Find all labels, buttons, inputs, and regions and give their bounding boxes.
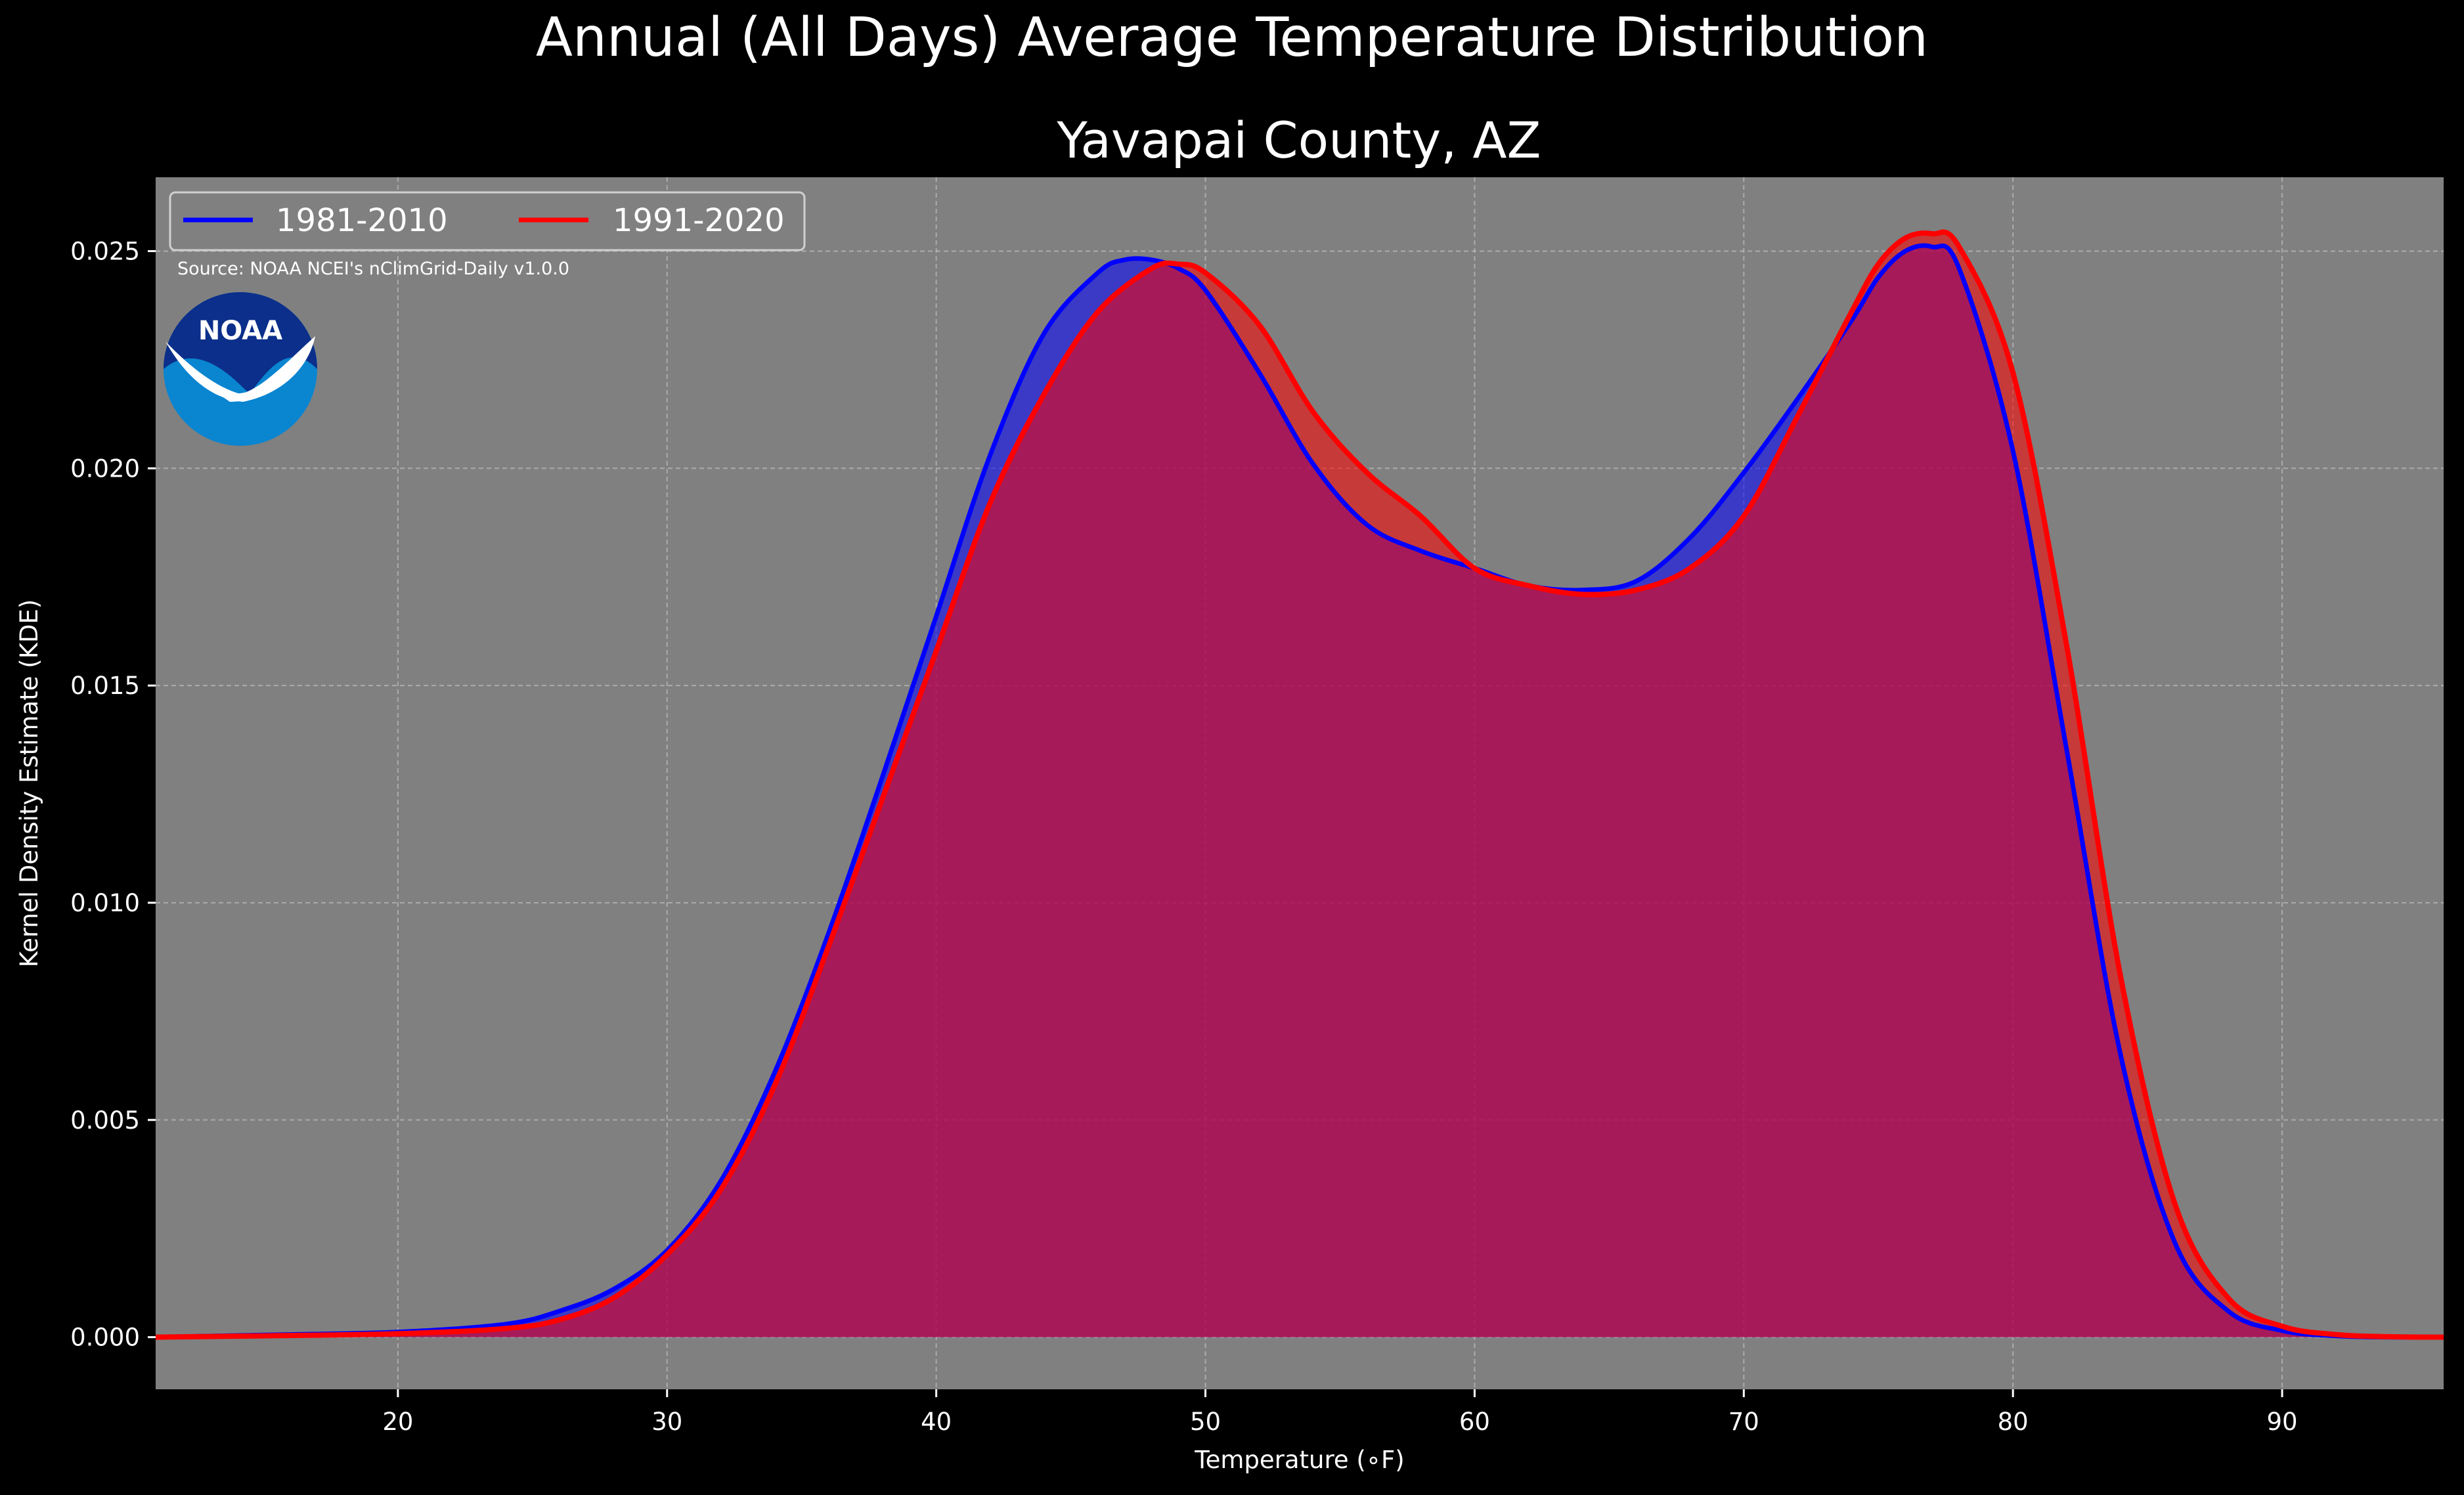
y-tick-label: 0.000 <box>70 1324 140 1352</box>
y-axis-ticks: 0.000 0.005 0.010 0.015 0.020 0.025 <box>70 237 156 1352</box>
line-1981-2010 <box>155 243 2444 1340</box>
y-tick-label: 0.005 <box>70 1106 140 1135</box>
x-axis-ticks: 20 30 40 50 60 70 80 90 <box>382 1389 2298 1436</box>
series-fills <box>156 232 2444 1337</box>
x-tick-label: 80 <box>1998 1408 2029 1436</box>
x-tick-label: 60 <box>1459 1408 1490 1436</box>
x-tick-label: 90 <box>2267 1408 2298 1436</box>
line-1991-2020 <box>155 229 2444 1340</box>
x-tick-label: 30 <box>651 1408 682 1436</box>
noaa-logo: NOAA <box>164 292 317 446</box>
y-tick-label: 0.010 <box>70 889 140 917</box>
x-tick-label: 40 <box>921 1408 952 1436</box>
legend-label-1991-2020: 1991-2020 <box>613 202 785 239</box>
legend: 1981-2010 1991-2020 <box>169 191 806 251</box>
source-note: Source: NOAA NCEI's nClimGrid-Daily v1.0… <box>177 259 569 279</box>
legend-box <box>169 191 806 251</box>
chart-title: Annual (All Days) Average Temperature Di… <box>536 7 1928 69</box>
y-axis-label: Kernel Density Estimate (KDE) <box>15 599 43 968</box>
x-tick-label: 70 <box>1728 1408 1759 1436</box>
x-tick-label: 50 <box>1190 1408 1221 1436</box>
series-lines <box>155 229 2444 1340</box>
y-tick-label: 0.015 <box>70 672 140 700</box>
chart-subtitle: Yavapai County, AZ <box>1056 111 1541 169</box>
y-tick-label: 0.020 <box>70 454 140 483</box>
area-1991-2020 <box>156 232 2444 1337</box>
noaa-logo-text: NOAA <box>198 316 282 346</box>
y-tick-label: 0.025 <box>70 237 140 265</box>
legend-label-1981-2010: 1981-2010 <box>276 202 448 239</box>
x-tick-label: 20 <box>382 1408 413 1436</box>
x-axis-label: Temperature (∘F) <box>1194 1446 1404 1474</box>
